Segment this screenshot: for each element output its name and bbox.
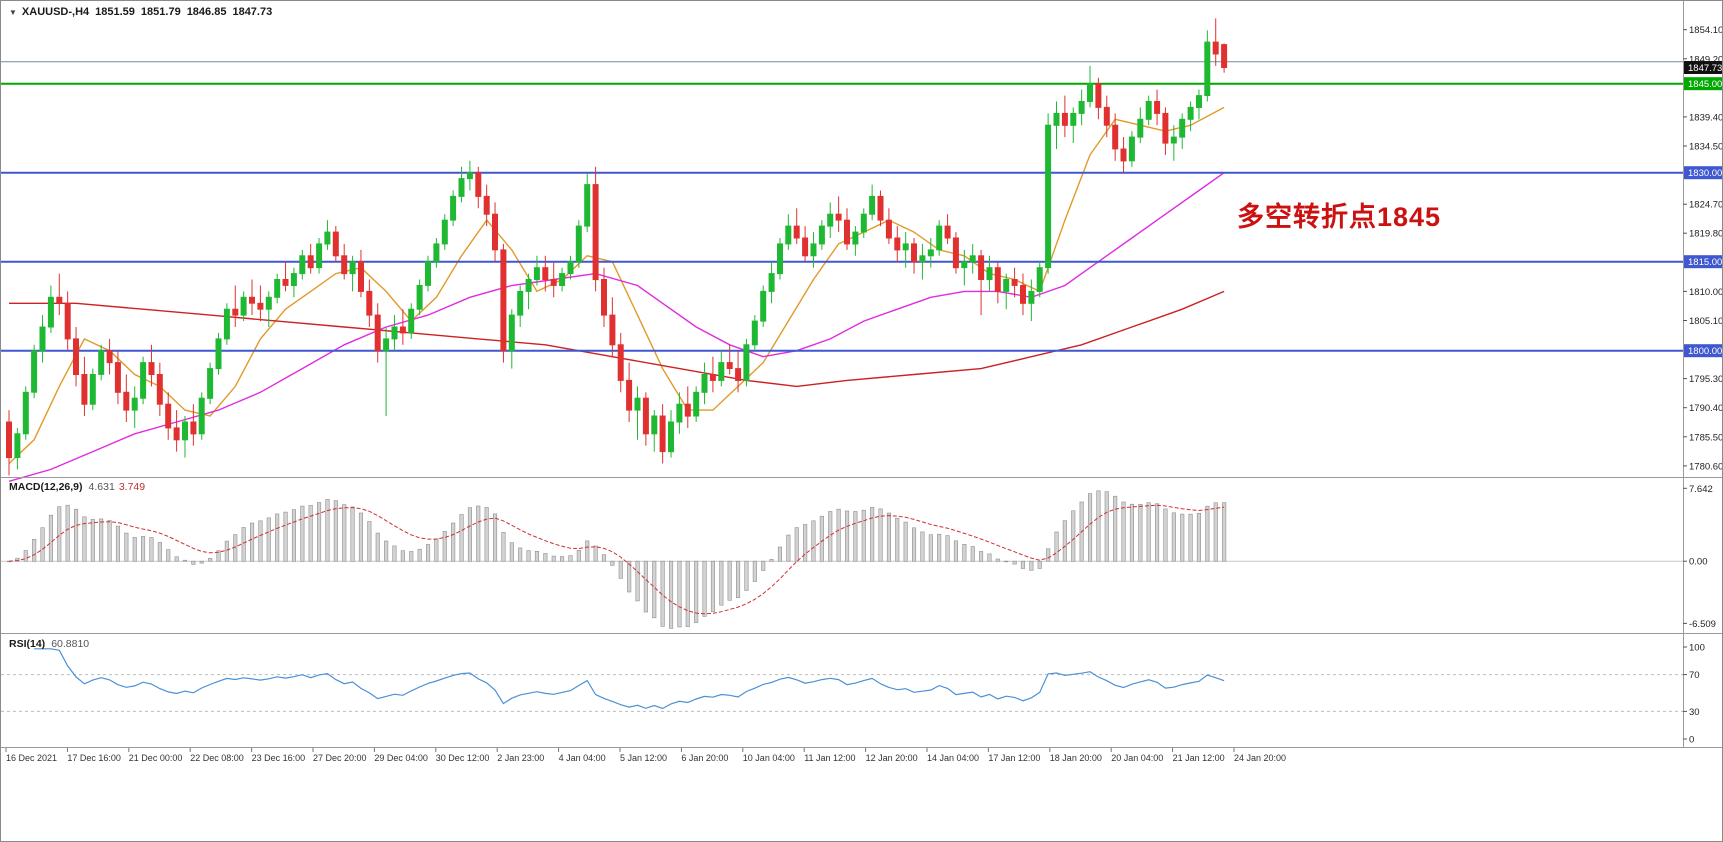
svg-text:1834.50: 1834.50: [1689, 142, 1723, 153]
svg-text:1780.60: 1780.60: [1689, 461, 1723, 472]
svg-text:1800.00: 1800.00: [1688, 346, 1722, 357]
horizontal-levels[interactable]: [1, 61, 1683, 352]
svg-text:1845.00: 1845.00: [1688, 79, 1722, 90]
svg-text:12 Jan 20:00: 12 Jan 20:00: [866, 753, 918, 763]
open-value: 1851.59: [95, 6, 135, 18]
svg-text:24 Jan 20:00: 24 Jan 20:00: [1234, 753, 1286, 763]
time-axis[interactable]: 16 Dec 2021 17 Dec 16:00 21 Dec 00:00 22 De…: [5, 748, 1286, 763]
svg-text:1790.40: 1790.40: [1689, 403, 1723, 414]
svg-text:11 Jan 12:00: 11 Jan 12:00: [804, 753, 855, 763]
svg-text:29 Dec 04:00: 29 Dec 04:00: [374, 753, 428, 763]
svg-text:27 Dec 20:00: 27 Dec 20:00: [313, 753, 367, 763]
rsi-indicator-label: RSI(14) 60.8810: [9, 638, 93, 650]
svg-text:0.00: 0.00: [1689, 557, 1708, 568]
rsi-panel: [1, 648, 1683, 712]
svg-text:100: 100: [1689, 643, 1705, 654]
macd-indicator-label: MACD(12,26,9) 4.631 3.749: [9, 481, 145, 493]
svg-text:10 Jan 04:00: 10 Jan 04:00: [743, 753, 795, 763]
svg-text:2 Jan 23:00: 2 Jan 23:00: [497, 753, 544, 763]
svg-text:30 Dec 12:00: 30 Dec 12:00: [436, 753, 490, 763]
macd-main-value: 4.631: [88, 481, 115, 493]
svg-text:1824.70: 1824.70: [1689, 200, 1723, 211]
svg-text:6 Jan 20:00: 6 Jan 20:00: [681, 753, 728, 763]
svg-text:0: 0: [1689, 735, 1694, 746]
svg-text:1839.40: 1839.40: [1689, 112, 1723, 123]
svg-text:18 Jan 20:00: 18 Jan 20:00: [1050, 753, 1102, 763]
macd-signal-line: [8, 504, 1225, 615]
svg-text:20 Jan 04:00: 20 Jan 04:00: [1111, 753, 1163, 763]
svg-text:21 Dec 00:00: 21 Dec 00:00: [129, 753, 183, 763]
annotation-text[interactable]: 多空转折点1845: [1237, 202, 1442, 232]
svg-text:4 Jan 04:00: 4 Jan 04:00: [559, 753, 606, 763]
svg-text:5 Jan 12:00: 5 Jan 12:00: [620, 753, 667, 763]
svg-text:1849.20: 1849.20: [1689, 54, 1723, 65]
svg-text:70: 70: [1689, 670, 1700, 681]
svg-text:1847.73: 1847.73: [1688, 63, 1722, 74]
svg-text:1854.10: 1854.10: [1689, 25, 1723, 36]
svg-text:23 Dec 16:00: 23 Dec 16:00: [252, 753, 306, 763]
svg-text:17 Dec 16:00: 17 Dec 16:00: [67, 753, 121, 763]
svg-text:1805.10: 1805.10: [1689, 316, 1723, 327]
low-value: 1846.85: [186, 6, 227, 18]
svg-text:1785.50: 1785.50: [1689, 432, 1723, 443]
close-value: 1847.73: [232, 6, 273, 18]
svg-text:7.642: 7.642: [1689, 484, 1713, 495]
svg-text:21 Jan 12:00: 21 Jan 12:00: [1173, 753, 1225, 763]
symbol-timeframe-label: XAUUSD-,H4: [21, 6, 90, 18]
svg-text:30: 30: [1689, 707, 1700, 718]
svg-text:22 Dec 08:00: 22 Dec 08:00: [190, 753, 244, 763]
svg-text:1819.80: 1819.80: [1689, 229, 1723, 240]
rsi-value: 60.8810: [51, 638, 90, 650]
svg-text:1815.00: 1815.00: [1688, 257, 1722, 268]
svg-text:16 Dec 2021: 16 Dec 2021: [6, 753, 57, 763]
macd-signal-value: 3.749: [118, 481, 146, 493]
svg-text:-6.509: -6.509: [1689, 619, 1716, 630]
svg-text:1830.00: 1830.00: [1688, 168, 1722, 179]
macd-panel: [1, 490, 1683, 629]
macd-name: MACD(12,26,9): [9, 481, 83, 493]
high-value: 1851.79: [140, 6, 181, 18]
rsi-line: [34, 648, 1225, 710]
price-axis[interactable]: 1854.10 1849.20 1839.40 1834.50 1824.70 1819.…: [1683, 1, 1723, 748]
svg-text:1810.00: 1810.00: [1689, 287, 1723, 298]
svg-text:14 Jan 04:00: 14 Jan 04:00: [927, 753, 979, 763]
chart-header: ▼ XAUUSD-,H4 1851.59 1851.79 1846.85 1847.73: [9, 6, 278, 18]
symbol-dropdown-icon[interactable]: ▼: [9, 8, 17, 17]
ma-mid-magenta: [8, 172, 1225, 482]
panel-separators: [1, 477, 1722, 748]
svg-text:17 Jan 12:00: 17 Jan 12:00: [988, 753, 1040, 763]
candles-series: [6, 18, 1228, 476]
svg-text:1795.30: 1795.30: [1689, 374, 1723, 385]
rsi-name: RSI(14): [9, 638, 46, 650]
ma-slow-red: [9, 290, 1225, 388]
